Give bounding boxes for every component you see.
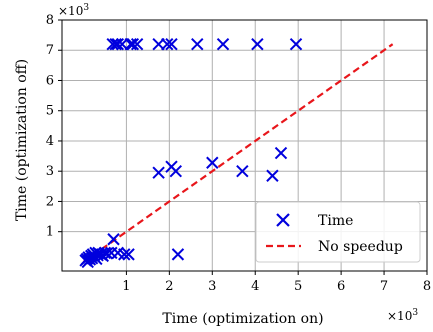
legend: Time No speedup	[255, 201, 421, 263]
data-point	[169, 164, 183, 178]
y-tick-label: 2	[46, 194, 54, 209]
x-tick-label: 7	[380, 279, 388, 294]
data-point	[289, 37, 303, 51]
data-point	[171, 248, 185, 261]
y-tick-label: 6	[46, 73, 54, 88]
x-tick-label: 6	[337, 279, 345, 294]
x-tick-label: 5	[294, 279, 302, 294]
data-point	[206, 156, 219, 169]
data-point	[266, 169, 279, 182]
no-speedup-line	[82, 43, 394, 263]
data-point	[191, 37, 204, 51]
no-speedup-line-layer	[82, 43, 394, 263]
y-tick-label: 1	[46, 225, 54, 240]
y-axis-multiplier: ×103	[58, 3, 89, 18]
grid-lines	[62, 19, 428, 271]
data-point	[107, 233, 120, 246]
data-point	[274, 146, 288, 160]
plot-area-frame	[61, 19, 428, 272]
legend-box	[255, 201, 421, 263]
data-point	[122, 248, 135, 261]
x-axis-multiplier: ×103	[387, 308, 418, 323]
legend-label-no-speedup: No speedup	[318, 239, 403, 255]
x-tick-label: 1	[122, 279, 130, 294]
data-point	[106, 37, 119, 51]
data-point	[216, 37, 230, 51]
data-point	[251, 37, 264, 51]
y-tick-label: 5	[46, 104, 54, 119]
y-tick-label: 4	[46, 134, 54, 149]
x-axis-label: Time (optimization on)	[162, 311, 323, 327]
data-point	[111, 37, 125, 51]
data-point	[160, 37, 174, 51]
data-point	[91, 249, 104, 262]
axis-ticks: 1 2 3 4 5 6 7 8 1 2 3 4 5 6 7 8	[46, 13, 431, 294]
legend-label-time: Time	[318, 213, 353, 229]
data-point	[126, 37, 140, 51]
y-tick-label: 7	[46, 43, 54, 58]
data-points	[79, 37, 303, 269]
data-point	[165, 37, 178, 51]
data-point	[236, 164, 249, 178]
data-point	[152, 166, 165, 179]
y-axis-label: Time (optimization off)	[14, 59, 30, 221]
data-point	[118, 248, 131, 261]
x-tick-label: 3	[208, 279, 216, 294]
data-point	[100, 247, 114, 260]
data-point	[130, 37, 144, 51]
y-tick-label: 8	[46, 13, 54, 28]
y-tick-label: 3	[46, 164, 54, 179]
x-tick-label: 8	[423, 279, 431, 294]
x-tick-label: 4	[251, 279, 259, 294]
x-tick-label: 2	[165, 279, 173, 294]
legend-marker-time	[276, 213, 290, 227]
